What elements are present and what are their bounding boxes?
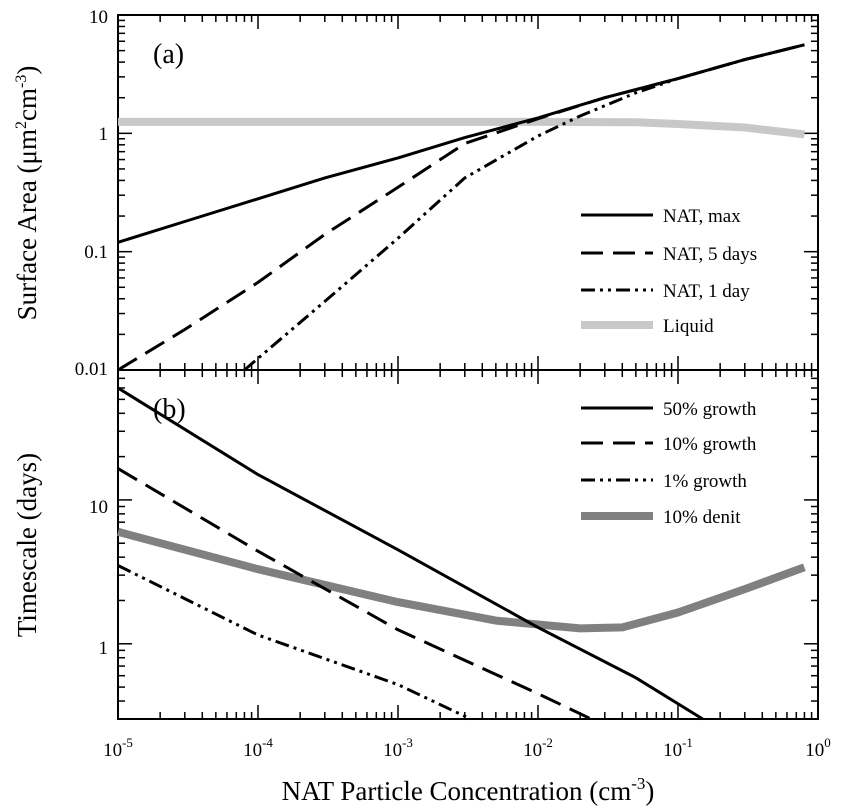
legend-a: NAT, max NAT, 5 days NAT, 1 day Liquid — [581, 206, 757, 337]
y-axis-title-a: Surface Area (μm2cm-3) — [12, 66, 42, 321]
series-line-b-3 — [116, 527, 806, 633]
xtick-3: 10-2 — [523, 735, 553, 761]
xtick-4: 10-1 — [663, 735, 693, 761]
series-line-b-2 — [117, 564, 472, 721]
series-line-a-1 — [117, 43, 805, 372]
y-axis-title-b: Timescale (days) — [12, 453, 42, 637]
panel-a-ticks — [117, 14, 819, 371]
legend-b-label-1: 10% growth — [663, 434, 757, 455]
legend-a-label-2: NAT, 1 day — [663, 281, 750, 302]
ytick-a-2: 1 — [99, 124, 109, 145]
ytick-a-3: 10 — [89, 7, 108, 28]
xtick-2: 10-3 — [383, 735, 413, 761]
legend-a-label-3: Liquid — [663, 316, 714, 337]
series-line-b-0 — [117, 386, 704, 721]
ytick-b-1: 10 — [89, 497, 108, 518]
series-line-b-1 — [117, 467, 592, 721]
legend-b-label-0: 50% growth — [663, 399, 757, 420]
legend-b-label-2: 1% growth — [663, 471, 747, 492]
panel-a-series — [117, 43, 805, 372]
ytick-b-0: 1 — [99, 638, 109, 659]
legend-b: 50% growth 10% growth 1% growth 10% deni… — [581, 399, 757, 528]
series-line-a-2 — [243, 43, 805, 372]
legend-b-label-3: 10% denit — [663, 507, 741, 528]
ytick-a-0: 0.01 — [75, 359, 108, 380]
xtick-1: 10-4 — [243, 735, 273, 761]
panel-b-series — [116, 386, 806, 721]
series-line-a-3 — [118, 117, 805, 139]
legend-a-label-1: NAT, 5 days — [663, 244, 757, 265]
ytick-a-1: 0.1 — [84, 242, 108, 263]
panel-a-label: (a) — [153, 39, 184, 70]
panel-b-ticks — [117, 369, 819, 720]
legend-a-label-0: NAT, max — [663, 206, 741, 227]
xtick-0: 10-5 — [103, 735, 133, 761]
x-axis-title: NAT Particle Concentration (cm-3) — [282, 774, 655, 806]
xtick-5: 100 — [805, 735, 831, 761]
panel-b-frame — [117, 369, 819, 720]
panel-b-label: (b) — [153, 394, 186, 425]
